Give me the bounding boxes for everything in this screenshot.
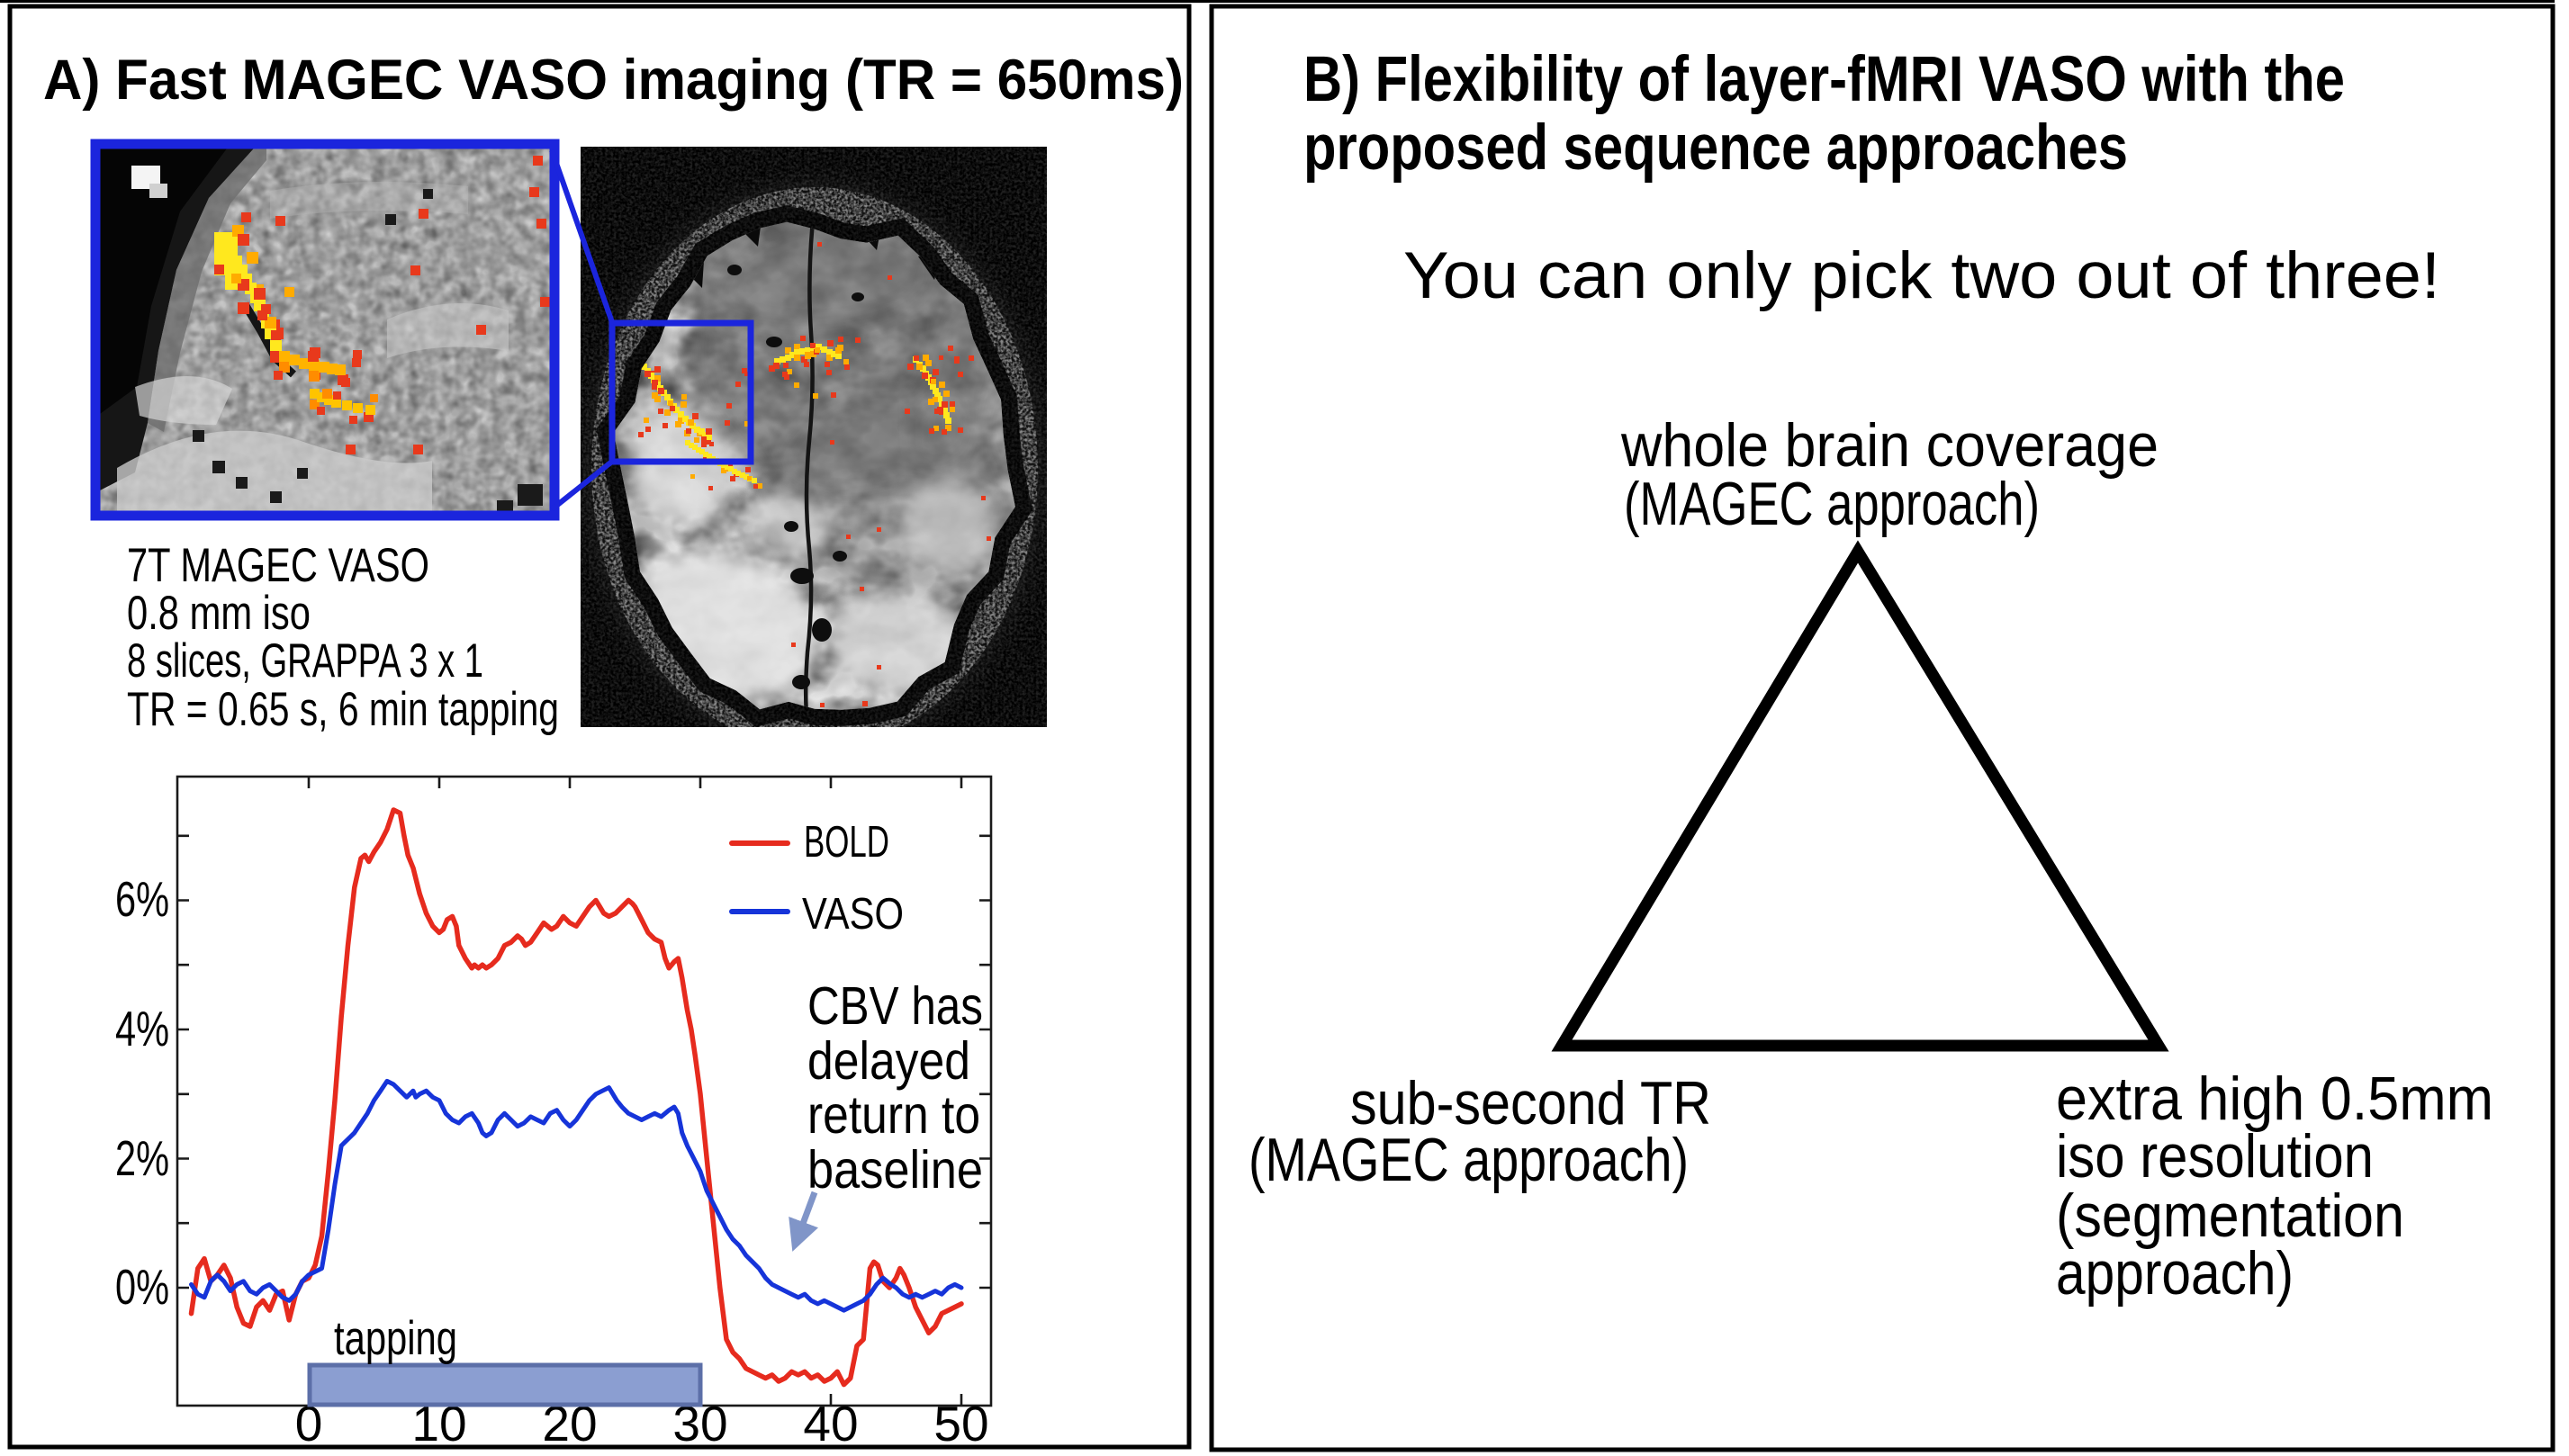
svg-text:(MAGEC approach): (MAGEC approach) — [1248, 1126, 1689, 1194]
svg-text:sub-second TR: sub-second TR — [1350, 1069, 1711, 1137]
svg-text:6%: 6% — [115, 871, 169, 927]
svg-text:40: 40 — [803, 1396, 858, 1452]
svg-text:iso resolution: iso resolution — [2056, 1122, 2374, 1191]
svg-text:7T MAGEC VASO: 7T MAGEC VASO — [127, 539, 429, 592]
svg-text:2%: 2% — [115, 1130, 169, 1186]
svg-text:0.8 mm iso: 0.8 mm iso — [127, 587, 311, 640]
svg-text:0%: 0% — [115, 1259, 169, 1315]
svg-text:proposed sequence approaches: proposed sequence approaches — [1303, 112, 2128, 184]
svg-text:A) Fast MAGEC VASO imaging (TR: A) Fast MAGEC VASO imaging (TR = 650ms) — [43, 49, 1184, 112]
svg-text:whole brain coverage: whole brain coverage — [1620, 411, 2159, 480]
svg-text:BOLD: BOLD — [804, 818, 889, 867]
svg-text:(segmentation: (segmentation — [2056, 1182, 2404, 1250]
svg-text:baseline: baseline — [807, 1140, 983, 1200]
svg-text:delayed: delayed — [807, 1031, 970, 1091]
svg-text:extra high 0.5mm: extra high 0.5mm — [2056, 1065, 2493, 1133]
svg-text:(MAGEC approach): (MAGEC approach) — [1624, 470, 2040, 538]
svg-text:TR = 0.65 s, 6 min tapping: TR = 0.65 s, 6 min tapping — [127, 683, 559, 736]
svg-text:approach): approach) — [2056, 1239, 2294, 1308]
svg-text:tapping: tapping — [334, 1312, 457, 1365]
svg-text:B) Flexibility of layer-fMRI V: B) Flexibility of layer-fMRI VASO with t… — [1303, 44, 2345, 115]
svg-text:return to: return to — [807, 1085, 980, 1145]
svg-text:4%: 4% — [115, 1001, 169, 1056]
svg-text:VASO: VASO — [802, 890, 904, 939]
svg-text:50: 50 — [933, 1396, 988, 1452]
svg-text:8 slices, GRAPPA 3 x 1: 8 slices, GRAPPA 3 x 1 — [127, 634, 483, 688]
svg-text:You can only pick two out of t: You can only pick two out of three! — [1403, 239, 2440, 312]
svg-text:CBV has: CBV has — [807, 976, 983, 1036]
